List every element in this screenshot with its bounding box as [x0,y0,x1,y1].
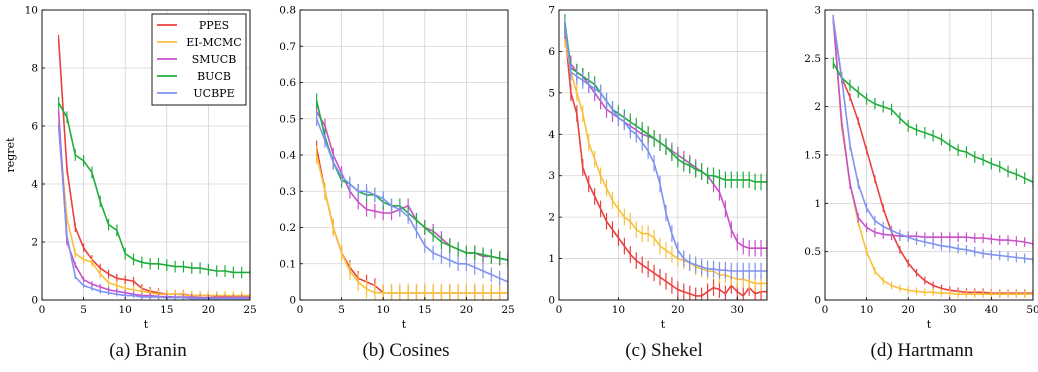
legend-label-ucbpe: UCBPE [193,87,234,100]
y-tick-label: 2 [548,212,555,224]
series-line-ei-mcmc [57,125,250,297]
plot-frame [558,9,768,301]
x-tick-label: 15 [160,304,173,316]
y-tick-label: 2 [814,101,821,113]
x-tick-label: 40 [985,304,998,316]
panel-2: 0 10 20 30 0 1 2 3 4 5 6 7 t [548,5,768,331]
series-group [315,93,508,300]
x-axis-label: t [927,318,932,331]
x-tick-label: 25 [243,304,256,316]
y-tick-label: 0 [289,295,296,307]
y-tick-label: 0.3 [279,186,296,198]
y-tick-label: 0 [548,295,555,307]
panel-1: 0 5 10 15 20 25 0 0.1 0.2 0.3 0.4 0.5 0.6 0.7 0.8 t [279,5,514,332]
x-tick-label: 30 [731,304,744,316]
series-line-smucb [315,111,508,261]
caption-shekel: (c) Shekel [625,340,703,361]
x-axis-label: t [144,318,149,331]
y-tick-label: 2 [31,237,38,249]
y-tick-label: 7 [548,5,555,17]
y-axis-label: regret [4,137,17,173]
y-tick-label: 0 [31,295,38,307]
series-line-ppes [57,38,250,298]
x-tick-label: 10 [860,304,873,316]
series-group [832,14,1033,299]
x-tick-label: 0 [822,304,829,316]
y-tick-label: 1.5 [804,150,821,162]
series-line-ucbpe [57,125,250,300]
x-tick-label: 30 [943,304,956,316]
x-tick-label: 15 [418,304,431,316]
series-line-ei-mcmc [315,154,508,294]
y-tick-label: 3 [814,5,821,17]
panel-3: 0 10 20 30 40 50 0 0.5 1 1.5 2 2.5 3 t [804,5,1038,332]
series-line-bucb [57,102,250,274]
y-tick-label: 0.1 [279,258,296,270]
y-tick-label: 0.6 [279,77,296,89]
x-tick-label: 0 [39,304,46,316]
plots-canvas: 0 5 10 15 20 250246810tregretPPESEI-MCMCSMUCB… [4,5,1038,332]
caption-hartmann: (d) Hartmann [870,340,974,361]
x-tick-label: 0 [297,304,304,316]
y-tick-label: 10 [25,5,38,17]
y-tick-label: 6 [548,46,555,58]
y-tick-label: 2.5 [804,53,821,65]
y-tick-label: 4 [31,179,38,191]
x-tick-label: 10 [119,304,132,316]
y-tick-label: 0.4 [279,150,296,162]
series-line-ucbpe [315,118,508,283]
x-tick-label: 50 [1026,304,1038,316]
legend-label-ppes: PPES [199,19,229,32]
y-tick-label: 8 [31,63,38,75]
x-tick-label: 0 [556,304,563,316]
series-line-ppes [832,19,1033,295]
plot-frame [41,9,251,301]
x-tick-label: 10 [377,304,390,316]
x-tick-label: 5 [338,304,345,316]
legend-label-smucb: SMUCB [192,53,237,66]
y-tick-label: 1 [548,253,555,265]
x-tick-label: 20 [902,304,915,316]
x-tick-label: 20 [460,304,473,316]
caption-cosines: (b) Cosines [362,340,450,361]
x-axis-label: t [402,318,407,331]
y-tick-label: 0.7 [279,41,296,53]
x-tick-label: 25 [501,304,514,316]
y-tick-label: 0.2 [279,222,296,234]
y-tick-label: 3 [548,170,555,182]
series-line-ei-mcmc [832,19,1033,296]
y-tick-label: 0.8 [279,5,296,17]
x-tick-label: 10 [612,304,625,316]
y-tick-label: 0.5 [279,113,296,125]
x-tick-label: 20 [202,304,215,316]
legend-label-ei-mcmc: EI-MCMC [186,36,241,49]
x-axis-label: t [661,318,666,331]
y-tick-label: 6 [31,121,38,133]
x-tick-label: 20 [671,304,684,316]
panel-0: 0 5 10 15 20 25 0 2 4 6 8 10 t regret PPES EI-MCMC SMUCB… [4,5,257,332]
series-line-bucb [832,62,1033,183]
series-line-smucb [57,111,250,299]
x-tick-label: 5 [80,304,87,316]
series-group [57,34,250,300]
y-tick-label: 5 [548,87,555,99]
series-group [564,14,767,300]
y-tick-label: 4 [548,129,555,141]
legend-label-bucb: BUCB [197,70,231,83]
y-tick-label: 1 [814,198,821,210]
y-tick-label: 0.5 [804,246,821,258]
y-tick-label: 0 [814,295,821,307]
series-line-ppes [315,147,508,294]
caption-branin: (a) Branin [109,340,187,361]
